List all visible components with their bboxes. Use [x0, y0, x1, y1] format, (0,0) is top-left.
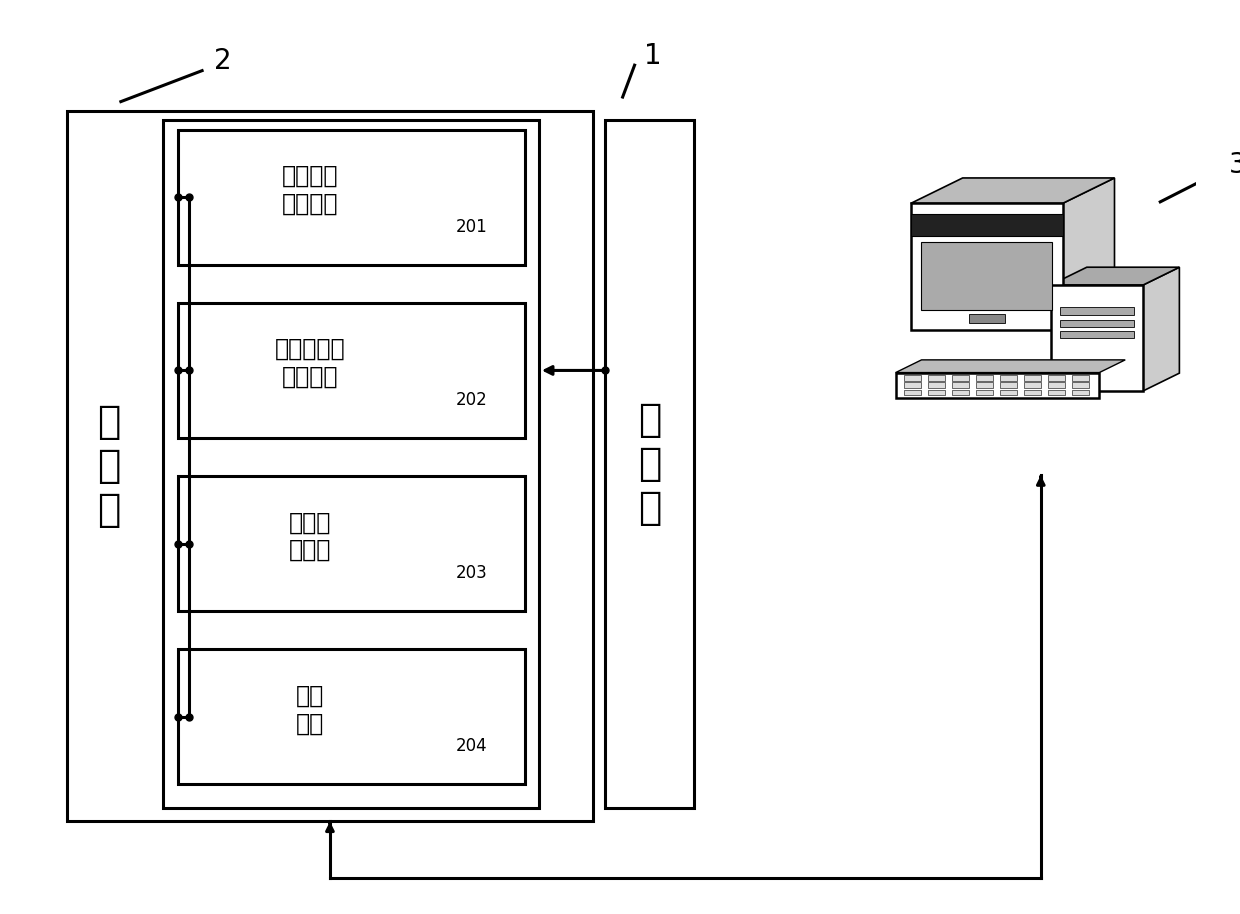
- Bar: [179, 130, 525, 265]
- Bar: [605, 120, 694, 808]
- Polygon shape: [1143, 267, 1179, 391]
- Bar: [904, 389, 921, 395]
- Bar: [928, 382, 945, 388]
- Bar: [1024, 376, 1042, 381]
- Bar: [928, 376, 945, 381]
- Polygon shape: [1050, 267, 1179, 285]
- Bar: [1073, 376, 1089, 381]
- Bar: [1060, 320, 1133, 327]
- Bar: [179, 649, 525, 784]
- Text: 3: 3: [1229, 152, 1240, 179]
- Text: 202: 202: [455, 391, 487, 409]
- Bar: [999, 376, 1017, 381]
- Bar: [1073, 389, 1089, 395]
- Bar: [1050, 285, 1143, 391]
- Bar: [976, 389, 993, 395]
- Bar: [911, 214, 1063, 237]
- Bar: [67, 111, 593, 822]
- Polygon shape: [911, 178, 1115, 204]
- Bar: [1060, 331, 1133, 338]
- Bar: [976, 382, 993, 388]
- Bar: [952, 389, 970, 395]
- Bar: [928, 389, 945, 395]
- Text: 203: 203: [455, 564, 487, 582]
- Text: 201: 201: [455, 218, 487, 236]
- Bar: [895, 373, 1100, 398]
- Text: 信号采
集模块: 信号采 集模块: [289, 510, 331, 562]
- Bar: [1024, 382, 1042, 388]
- Bar: [999, 382, 1017, 388]
- Bar: [976, 376, 993, 381]
- Bar: [921, 241, 1052, 310]
- Bar: [1048, 376, 1065, 381]
- Bar: [1048, 389, 1065, 395]
- Text: 2: 2: [213, 47, 231, 75]
- Bar: [162, 120, 539, 808]
- Text: 通信
模块: 通信 模块: [295, 684, 324, 735]
- Bar: [1048, 382, 1065, 388]
- Polygon shape: [895, 360, 1125, 373]
- Bar: [968, 314, 1004, 323]
- Text: 仿
真
器: 仿 真 器: [97, 403, 120, 529]
- Bar: [179, 303, 525, 438]
- Bar: [999, 389, 1017, 395]
- Bar: [1073, 382, 1089, 388]
- Bar: [952, 382, 970, 388]
- Bar: [904, 382, 921, 388]
- Bar: [1024, 389, 1042, 395]
- Bar: [952, 376, 970, 381]
- Text: 1: 1: [644, 42, 661, 70]
- Text: 204: 204: [455, 738, 487, 755]
- Text: 控
制
器: 控 制 器: [637, 401, 661, 526]
- Bar: [1060, 307, 1133, 314]
- Bar: [904, 376, 921, 381]
- Text: 接口功能
配置模块: 接口功能 配置模块: [281, 165, 339, 216]
- Polygon shape: [1063, 178, 1115, 331]
- Text: 传感器信号
模拟模块: 传感器信号 模拟模块: [274, 337, 345, 389]
- Bar: [911, 204, 1063, 331]
- Bar: [179, 476, 525, 611]
